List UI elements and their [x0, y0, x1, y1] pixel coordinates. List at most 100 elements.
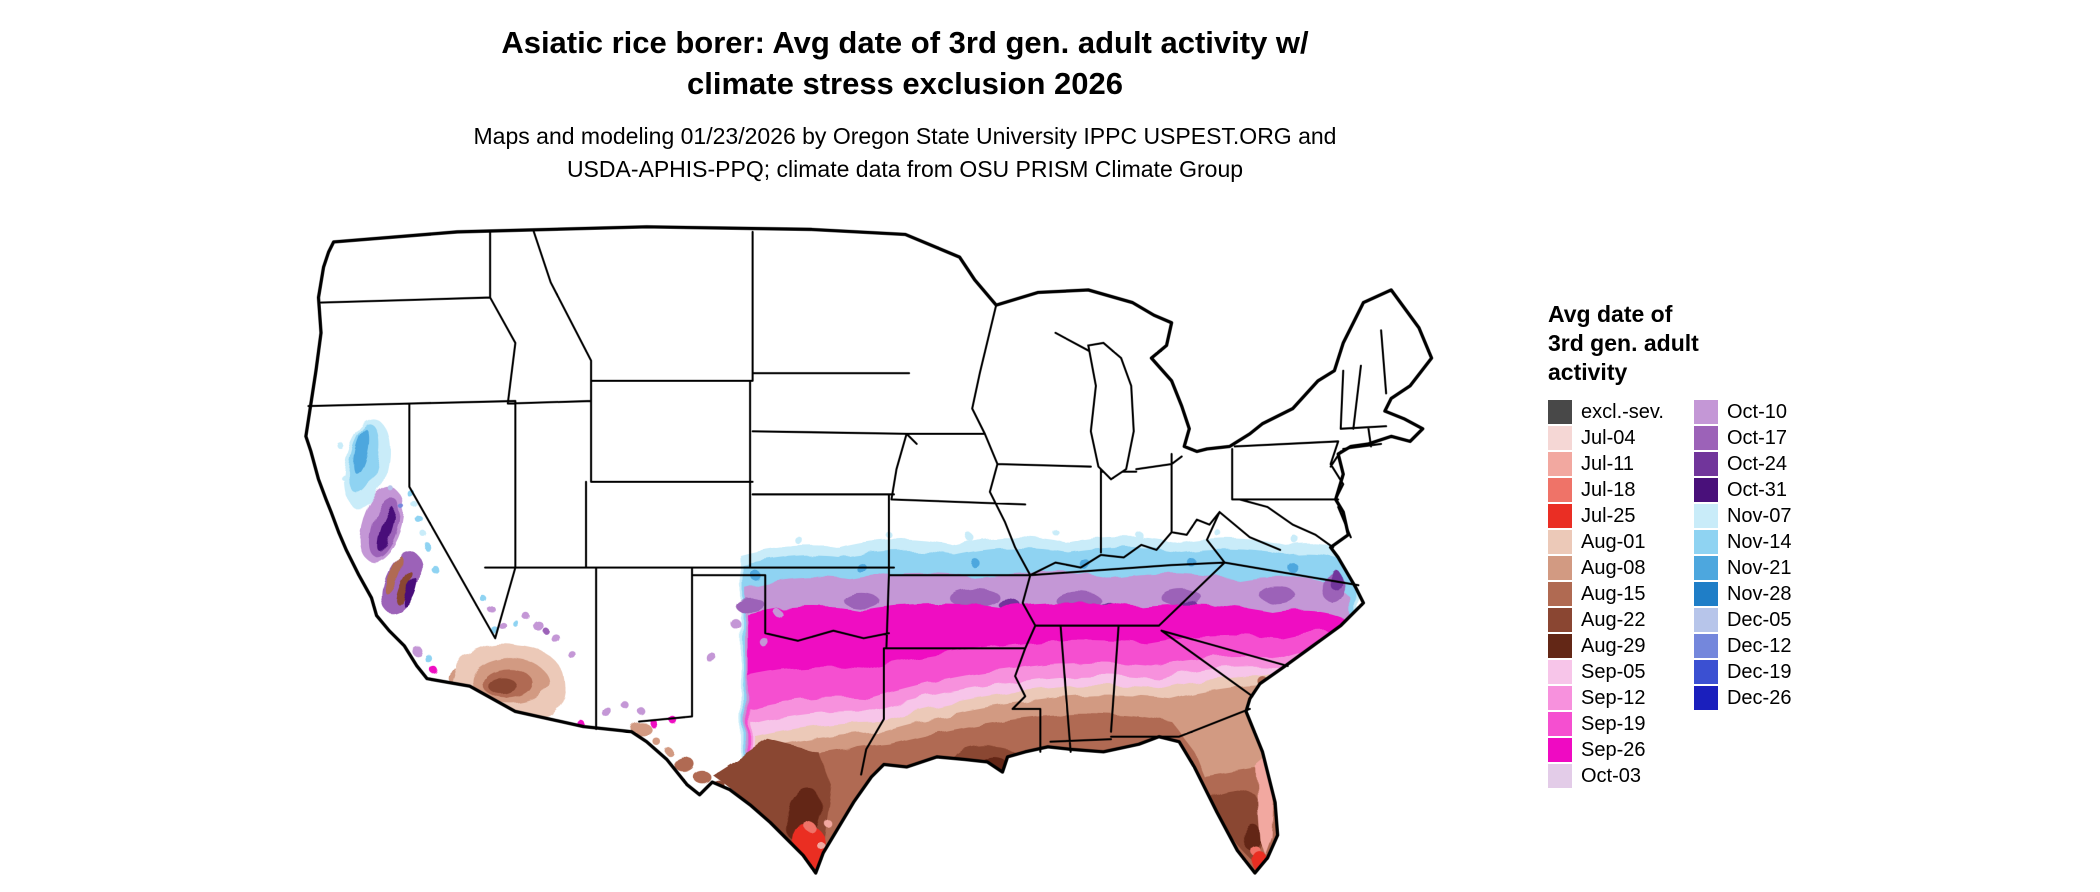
zone-nov07-speck: [794, 536, 802, 544]
zone-bigbend-aug15: [693, 770, 711, 784]
legend-label: Sep-26: [1581, 739, 1646, 761]
legend-row: Nov-14: [1693, 529, 1791, 555]
legend-row: Oct-24: [1693, 451, 1791, 477]
zone-nm-speck: [620, 700, 628, 708]
legend-swatch: [1548, 764, 1572, 788]
zone-socal-speck: [424, 654, 433, 663]
zone-nov07-speck: [1291, 536, 1300, 544]
legend-label: Dec-26: [1726, 687, 1792, 709]
legend-label: Aug-08: [1581, 557, 1646, 579]
zone-socal-speck: [411, 645, 422, 656]
zone-nv-speck: [498, 621, 507, 630]
legend-row: excl.-sev.: [1548, 399, 1664, 425]
legend-row: Dec-12: [1693, 633, 1791, 659]
legend-row: Aug-01: [1548, 529, 1664, 555]
legend-label: Jul-11: [1581, 453, 1634, 475]
us-map-svg: [304, 225, 1434, 875]
legend-swatch: [1693, 582, 1718, 606]
legend-swatch: [1693, 504, 1718, 528]
legend-row: Aug-15: [1548, 581, 1664, 607]
zone-nm-speck: [601, 706, 612, 717]
zone-panhandle-speck: [707, 653, 718, 664]
zone-oct17-patch: [843, 592, 879, 608]
legend-title-line2: 3rd gen. adult: [1548, 330, 1699, 356]
map-title-line1: Asiatic rice borer: Avg date of 3rd gen.…: [501, 25, 1309, 60]
header: Asiatic rice borer: Avg date of 3rd gen.…: [0, 22, 1810, 186]
zone-az-border-speck: [510, 719, 520, 729]
zone-jul11-speck: [816, 841, 825, 849]
legend-swatch: [1548, 556, 1572, 580]
zone-ca-coast-speck: [340, 473, 347, 480]
zone-nov07-speck: [965, 533, 974, 542]
legend-swatch: [1548, 738, 1572, 762]
legend-swatch: [1548, 478, 1572, 502]
zone-nm-speck: [637, 707, 646, 716]
legend-swatch: [1693, 660, 1718, 684]
zone-ca-coast-speck: [421, 531, 428, 538]
legend-row: Oct-03: [1548, 763, 1664, 789]
zone-ca-valley-south-aug22: [396, 571, 413, 605]
legend-swatch: [1548, 608, 1572, 632]
legend-row: Oct-31: [1693, 477, 1791, 503]
legend-row: Jul-11: [1548, 451, 1664, 477]
legend-swatch: [1548, 400, 1572, 424]
zone-oct24-patch: [1329, 570, 1342, 591]
us-map: [268, 180, 1530, 892]
zone-az-speck: [521, 611, 530, 620]
legend-label: Oct-10: [1726, 401, 1788, 423]
zone-ca-valley-nov21: [353, 429, 370, 474]
legend-label: Dec-19: [1726, 661, 1792, 683]
zone-az-speck: [551, 633, 561, 643]
legend-row: Nov-21: [1693, 555, 1792, 581]
zone-ca-valley-oct31: [378, 508, 396, 552]
legend-title-line3: activity: [1548, 359, 1628, 385]
zone-riogrande-speck: [665, 748, 674, 756]
legend-swatch: [1693, 556, 1718, 580]
legend-label: Sep-19: [1581, 713, 1646, 735]
zone-socal-speck: [430, 667, 439, 675]
legend-label: Aug-22: [1581, 609, 1646, 631]
legend-label: Aug-01: [1581, 531, 1646, 553]
legend-label: Jul-25: [1581, 505, 1636, 527]
legend-swatch: [1548, 426, 1572, 450]
zone-ca-valley-south-aug15: [385, 556, 404, 594]
legend-label: Nov-21: [1726, 557, 1792, 579]
zone-nov07-speck: [1213, 529, 1221, 536]
zone-panhandle-speck: [758, 636, 768, 646]
zone-nov21-speck: [1287, 562, 1298, 573]
legend-swatch: [1548, 660, 1572, 684]
map-subtitle-line1: Maps and modeling 01/23/2026 by Oregon S…: [473, 123, 1337, 149]
zone-az-speck: [533, 620, 544, 631]
legend-row: Sep-26: [1548, 737, 1664, 763]
zone-jul04-speck: [827, 857, 833, 863]
zone-ca-coast-speck: [411, 501, 418, 508]
legend-swatch: [1548, 634, 1572, 658]
legend-swatch: [1548, 504, 1572, 528]
legend-row: Aug-08: [1548, 555, 1664, 581]
zone-nm-speck: [670, 717, 679, 726]
zone-nv-speck: [481, 597, 489, 604]
legend-row: Dec-05: [1693, 607, 1791, 633]
state-borders: [307, 228, 1388, 776]
legend-label: Sep-05: [1581, 661, 1646, 683]
legend-swatch: [1548, 712, 1572, 736]
zone-dec12-speck: [399, 504, 405, 510]
zone-az-border-speck: [534, 725, 542, 733]
zone-oct17-patch: [949, 587, 1000, 608]
legend-swatch: [1693, 608, 1718, 632]
legend-label: Nov-07: [1726, 505, 1792, 527]
zone-nm-speck: [650, 720, 658, 728]
zone-oct17-patch: [734, 597, 766, 613]
zone-riogrande-speck: [652, 737, 661, 746]
legend-row: Aug-29: [1548, 633, 1664, 659]
legend-swatch: [1693, 478, 1718, 502]
legend-label: Aug-15: [1581, 583, 1646, 605]
map-subtitle: Maps and modeling 01/23/2026 by Oregon S…: [0, 120, 1810, 186]
zone-panhandle-speck: [729, 618, 740, 629]
zone-bigbend-aug15: [674, 756, 695, 772]
zone-elpaso-aug08: [631, 722, 652, 736]
legend-label: Oct-31: [1726, 479, 1788, 501]
legend-swatch: [1693, 426, 1718, 450]
legend-row: Nov-07: [1693, 503, 1792, 529]
